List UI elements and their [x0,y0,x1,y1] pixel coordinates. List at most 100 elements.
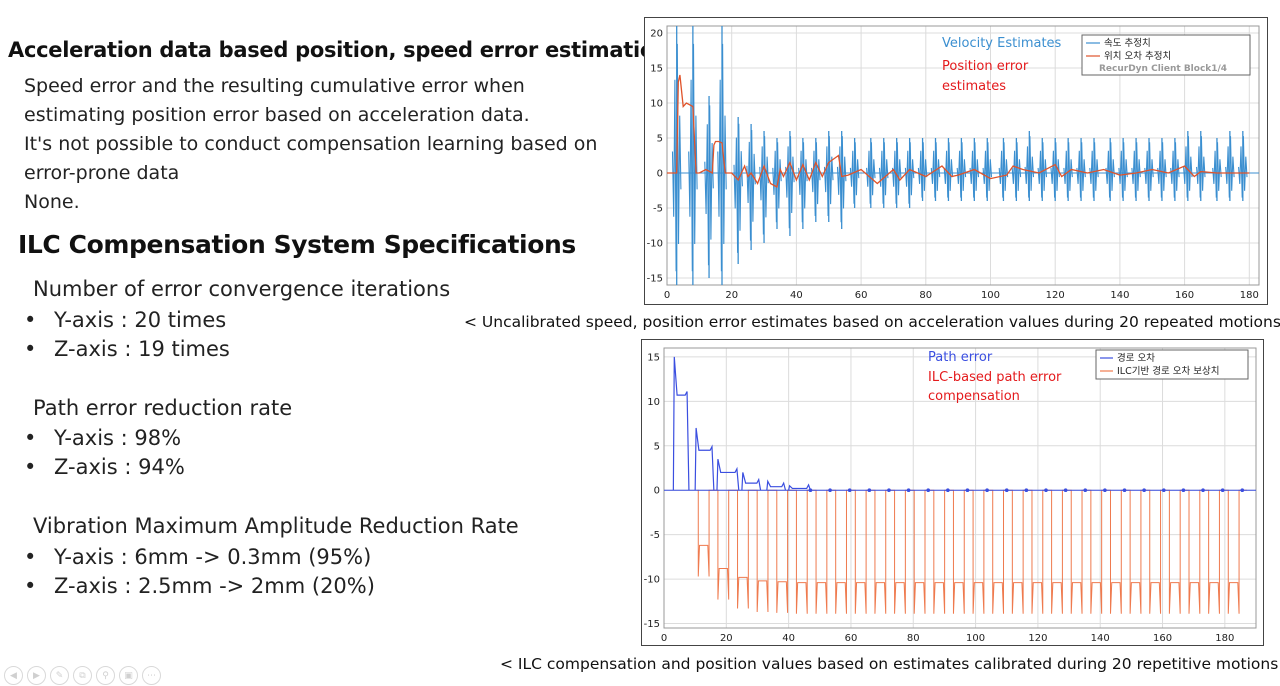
path-error-dot [1122,488,1127,493]
ilc-compensation-pulse [952,489,973,614]
path-error-dot [1201,488,1205,493]
ilc-compensation-pulse [1089,489,1110,614]
path-error-dot [1063,488,1068,493]
x-tick-label: 100 [981,290,1000,301]
x-tick-label: 20 [725,290,738,301]
y-tick-label: 20 [650,29,663,40]
path-error-dot [1220,488,1225,493]
bullet-item: Z-axis : 19 times [24,335,230,364]
path-error-dot [906,488,911,493]
path-error-dot [867,488,872,493]
copy-icon[interactable]: ⧉ [73,666,92,685]
path-error-pulse [716,458,740,491]
path-error-pulse [672,356,690,491]
path-error-dot [1103,488,1107,493]
ilc-compensation-series [697,489,1247,614]
path-error-dot [985,488,989,493]
bullet-item: Y-axis : 20 times [24,306,230,335]
spec-title-vibration: Vibration Maximum Amplitude Reduction Ra… [33,514,519,538]
ilc-compensation-pulse [854,489,875,614]
ilc-compensation-pulse [932,489,953,614]
spec-list-path-error: Y-axis : 98% Z-axis : 94% [24,424,185,482]
ilc-compensation-pulse [1050,489,1071,614]
ilc-compensation-pulse [834,489,855,614]
caption-top: < Uncalibrated speed, position error est… [464,313,1280,331]
legend-box [1081,34,1251,76]
ilc-compensation-pulse [1188,489,1208,614]
annotation-path-error: Path error [928,350,993,365]
x-tick-label: 180 [1215,633,1234,644]
path-error-dot [1181,488,1186,493]
bullet-item: Y-axis : 98% [24,424,185,453]
y-tick-label: 5 [654,441,660,452]
plot-area [663,347,1257,629]
path-error-dot [1142,488,1146,493]
bullet-item: Z-axis : 2.5mm -> 2mm (20%) [24,572,375,601]
spec-title-iterations: Number of error convergence iterations [33,277,451,301]
ilc-compensation-pulse [815,489,835,614]
annotation-position-2: estimates [942,79,1006,94]
path-error-dot [1024,488,1029,493]
ilc-compensation-pulse [1109,489,1130,614]
y-tick-label: 10 [650,99,663,110]
x-tick-label: 20 [720,633,733,644]
zoom-icon[interactable]: ⚲ [96,666,115,685]
y-tick-label: -5 [653,204,663,215]
prev-icon[interactable]: ◀ [4,666,23,685]
x-tick-label: 0 [664,290,670,301]
paragraph-line: estimating position error based on accel… [24,104,530,126]
path-error-dot [1004,488,1009,493]
path-error-dot [808,488,813,493]
screen-icon[interactable]: ▣ [119,666,138,685]
x-tick-label: 160 [1175,290,1194,301]
ilc-compensation-pulse [716,489,737,600]
ilc-compensation-pulse [913,489,933,614]
y-tick-label: 0 [657,169,663,180]
path-error-dot [946,488,950,493]
ilc-compensation-pulse [874,489,894,614]
velocity-position-chart: 0 20 40 60 80 100 120 140 160 180 20 15 10 5 0 -5 -10 -15… [647,25,1260,301]
y-tick-label: 0 [654,486,660,497]
plot-area [666,25,1260,286]
x-tick-label: 120 [1046,290,1065,301]
x-tick-label: 140 [1110,290,1129,301]
ilc-compensation-pulse [991,489,1012,614]
section-heading-estimation: Acceleration data based position, speed … [8,38,669,62]
x-tick-label: 120 [1028,633,1047,644]
spec-list-iterations: Y-axis : 20 times Z-axis : 19 times [24,306,230,364]
ilc-compensation-pulse [795,489,816,614]
y-tick-label: -15 [647,274,663,285]
path-error-series [664,356,1256,493]
more-icon[interactable]: ⋯ [142,666,161,685]
x-tick-label: 100 [966,633,985,644]
ilc-compensation-pulse [1070,489,1090,614]
y-tick-label: -10 [644,575,660,586]
paragraph-line: error-prone data [24,162,180,184]
path-error-dot [1083,488,1088,493]
ilc-compensation-pulse [756,489,776,613]
y-tick-label: -15 [644,619,660,630]
path-error-dot [965,488,970,493]
x-tick-label: 140 [1091,633,1110,644]
ilc-compensation-pulse [1227,489,1247,614]
y-tick-label: 15 [647,352,660,363]
x-tick-label: 80 [907,633,920,644]
x-tick-label: 40 [782,633,795,644]
ilc-compensation-pulse [1168,489,1189,614]
chart-top-frame: 0 20 40 60 80 100 120 140 160 180 20 15 10 5 0 -5 -10 -15… [644,17,1268,305]
annotation-ilc: ILC-based path error [928,370,1062,385]
ilc-compensation-pulse [1011,489,1032,614]
bullet-item: Z-axis : 94% [24,453,185,482]
paragraph-line: None. [24,191,80,213]
x-tick-label: 0 [661,633,667,644]
play-icon[interactable]: ▶ [27,666,46,685]
x-tick-label: 160 [1153,633,1172,644]
ilc-compensation-pulse [1207,489,1228,614]
pen-icon[interactable]: ✎ [50,666,69,685]
legend-extra: RecurDyn Client Block1/4 [1099,64,1227,74]
legend-label: 경로 오차 [1117,352,1155,364]
ilc-compensation-pulse [893,489,914,614]
legend-label: ILC기반 경로 오차 보상치 [1117,365,1219,377]
spec-list-vibration: Y-axis : 6mm -> 0.3mm (95%) Z-axis : 2.5… [24,543,375,601]
x-tick-label: 60 [845,633,858,644]
